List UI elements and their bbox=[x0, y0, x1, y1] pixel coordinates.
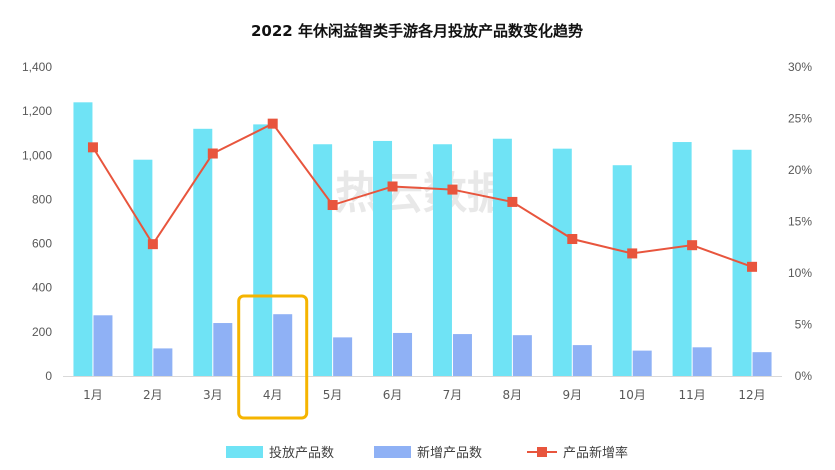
bar-launched-products bbox=[552, 148, 572, 376]
bar-new-products bbox=[273, 314, 293, 376]
bar-launched-products bbox=[373, 140, 393, 376]
right-tick-label: 20% bbox=[788, 163, 812, 177]
x-axis: 1月 2月 3月 4月 5月 6月 7月 8月 9月 10月 11月 12月 bbox=[83, 388, 766, 402]
bar-launched-products bbox=[612, 165, 632, 376]
left-tick-label: 1,400 bbox=[22, 60, 52, 74]
line-marker bbox=[387, 181, 398, 192]
bar-new-products bbox=[692, 347, 712, 376]
right-tick-label: 30% bbox=[788, 60, 812, 74]
right-tick-label: 0% bbox=[795, 369, 813, 383]
left-tick-label: 200 bbox=[32, 325, 52, 339]
bar-new-products bbox=[572, 345, 592, 376]
x-tick-label: 8月 bbox=[503, 388, 523, 402]
right-axis: 0% 5% 10% 15% 20% 25% 30% bbox=[788, 60, 812, 383]
right-tick-label: 15% bbox=[788, 215, 812, 229]
right-tick-label: 5% bbox=[795, 318, 813, 332]
legend-label: 产品新增率 bbox=[563, 445, 628, 461]
left-tick-label: 0 bbox=[45, 369, 52, 383]
bar-launched-products bbox=[492, 138, 512, 376]
x-tick-label: 1月 bbox=[83, 388, 103, 402]
x-tick-label: 11月 bbox=[678, 388, 705, 402]
chart-title: 2022 年休闲益智类手游各月投放产品数变化趋势 bbox=[251, 22, 583, 40]
line-marker bbox=[327, 200, 338, 211]
line-marker bbox=[147, 239, 158, 250]
line-marker bbox=[87, 142, 98, 153]
x-tick-label: 10月 bbox=[619, 388, 646, 402]
legend-swatch bbox=[226, 446, 263, 458]
bar-launched-products bbox=[73, 102, 93, 377]
bar-new-products bbox=[632, 350, 652, 376]
bar-launched-products bbox=[253, 124, 273, 376]
bar-new-products bbox=[93, 315, 113, 376]
x-tick-label: 6月 bbox=[383, 388, 403, 402]
line-marker bbox=[627, 248, 638, 259]
legend-swatch-marker bbox=[537, 447, 547, 457]
x-tick-label: 12月 bbox=[738, 388, 765, 402]
line-new-rate bbox=[92, 122, 753, 268]
bar-new-products bbox=[333, 337, 353, 376]
right-tick-label: 25% bbox=[788, 112, 812, 126]
x-tick-label: 4月 bbox=[263, 388, 283, 402]
bar-new-products bbox=[512, 335, 532, 376]
x-tick-label: 7月 bbox=[443, 388, 463, 402]
left-tick-label: 1,000 bbox=[22, 148, 52, 162]
watermark-text: 热云数据 bbox=[335, 168, 511, 219]
bar-launched-products bbox=[313, 144, 333, 376]
left-tick-label: 800 bbox=[32, 192, 52, 206]
line-marker bbox=[507, 196, 518, 207]
legend-label: 新增产品数 bbox=[417, 445, 482, 461]
bar-launched-products bbox=[133, 159, 153, 376]
highlight-box bbox=[237, 294, 309, 420]
line-marker bbox=[267, 118, 278, 129]
bar-new-products bbox=[393, 332, 413, 376]
left-tick-label: 400 bbox=[32, 281, 52, 295]
bar-new-products bbox=[213, 323, 233, 376]
line-marker bbox=[207, 148, 218, 159]
legend-swatch bbox=[374, 446, 411, 458]
bar-launched-products bbox=[672, 142, 692, 376]
left-tick-label: 600 bbox=[32, 237, 52, 251]
bar-new-products bbox=[452, 334, 472, 376]
bar-launched-products bbox=[193, 128, 213, 376]
line-marker bbox=[567, 234, 578, 245]
line-series-group bbox=[87, 118, 758, 272]
legend: 投放产品数 新增产品数 产品新增率 bbox=[226, 445, 628, 461]
x-tick-label: 5月 bbox=[323, 388, 343, 402]
left-tick-label: 1,200 bbox=[22, 104, 52, 118]
x-tick-label: 9月 bbox=[562, 388, 582, 402]
legend-label: 投放产品数 bbox=[269, 445, 334, 461]
right-tick-label: 10% bbox=[788, 266, 812, 280]
line-marker bbox=[687, 240, 698, 251]
left-axis: 0 200 400 600 800 1,000 1,200 1,400 bbox=[22, 60, 52, 383]
line-marker bbox=[447, 184, 458, 195]
x-tick-label: 2月 bbox=[143, 388, 163, 402]
x-tick-label: 3月 bbox=[203, 388, 223, 402]
bar-new-products bbox=[153, 348, 173, 376]
bar-new-products bbox=[752, 352, 772, 376]
line-marker bbox=[747, 261, 758, 272]
bar-launched-products bbox=[432, 144, 452, 376]
bars-group bbox=[73, 102, 772, 377]
